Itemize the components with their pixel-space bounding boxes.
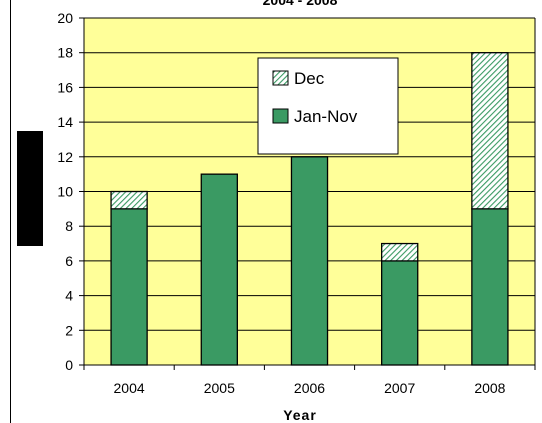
legend-swatch-jan-nov: [272, 108, 289, 124]
y-axis-ticks: 0 2 4 6 8 10 12 14 16 18 20: [57, 10, 84, 373]
y-tick-label: 20: [57, 10, 73, 26]
bar-dec-2008: [471, 52, 509, 210]
y-tick-label: 10: [57, 184, 73, 200]
y-tick-label: 0: [65, 357, 73, 373]
x-tick-label-2006: 2006: [294, 380, 325, 396]
bar-dec-2007: [381, 242, 419, 262]
bar-jan-nov-2008: [471, 208, 509, 366]
redaction-bar: [17, 131, 43, 246]
y-tick-label: 16: [57, 79, 73, 95]
chart-title: 2004 - 2008: [263, 0, 338, 8]
y-tick-label: 4: [65, 288, 73, 304]
legend-label-jan-nov: Jan-Nov: [294, 107, 358, 126]
y-tick-label: 14: [57, 114, 73, 130]
x-tick-label-2007: 2007: [384, 380, 415, 396]
bar-jan-nov-2007: [381, 260, 419, 366]
x-tick-label-2004: 2004: [114, 380, 145, 396]
x-axis-ticks: 2004 2005 2006 2007 2008: [83, 365, 536, 396]
x-axis-label: Year: [283, 407, 317, 423]
bars: [110, 52, 509, 366]
bar-jan-nov-2006: [290, 156, 329, 366]
y-tick-label: 8: [65, 218, 73, 234]
frame-left-border: [10, 0, 11, 423]
bar-jan-nov-2004: [110, 208, 148, 366]
bar-jan-nov-2005: [200, 173, 238, 366]
bar-dec-2004: [110, 190, 148, 210]
legend: Dec Jan-Nov: [257, 57, 399, 155]
y-tick-label: 2: [65, 322, 73, 338]
x-tick-label-2008: 2008: [474, 380, 505, 396]
y-tick-label: 12: [57, 149, 73, 165]
legend-swatch-dec: [272, 70, 289, 86]
x-tick-label-2005: 2005: [204, 380, 235, 396]
y-tick-label: 18: [57, 45, 73, 61]
legend-label-dec: Dec: [294, 69, 325, 88]
y-tick-label: 6: [65, 253, 73, 269]
